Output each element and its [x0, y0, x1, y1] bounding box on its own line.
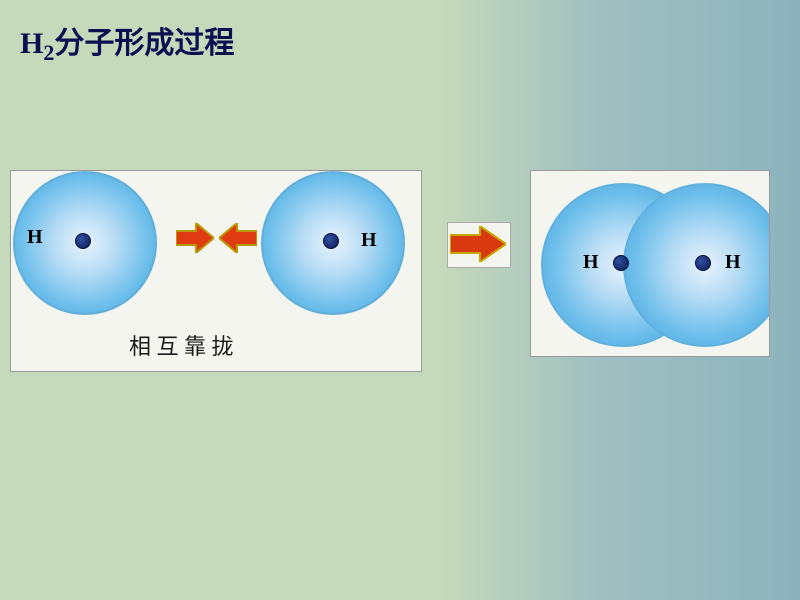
atom-label-h: H: [27, 226, 43, 249]
arrow-left-icon: [219, 223, 257, 253]
nucleus-icon: [75, 233, 91, 249]
panel-separate-atoms: H H 相 互 靠 拢: [10, 170, 422, 372]
panel-bonded-molecule: H H: [530, 170, 770, 357]
atom-label-h: H: [725, 251, 741, 274]
atom-label-h: H: [583, 251, 599, 274]
atom-label-h: H: [361, 229, 377, 252]
nucleus-icon: [323, 233, 339, 249]
caption-approach: 相 互 靠 拢: [129, 329, 234, 361]
page-title: H2分子形成过程: [20, 18, 234, 66]
nucleus-icon: [695, 255, 711, 271]
arrow-right-icon: [176, 223, 214, 253]
arrow-big-right-icon: [450, 226, 506, 262]
nucleus-icon: [613, 255, 629, 271]
